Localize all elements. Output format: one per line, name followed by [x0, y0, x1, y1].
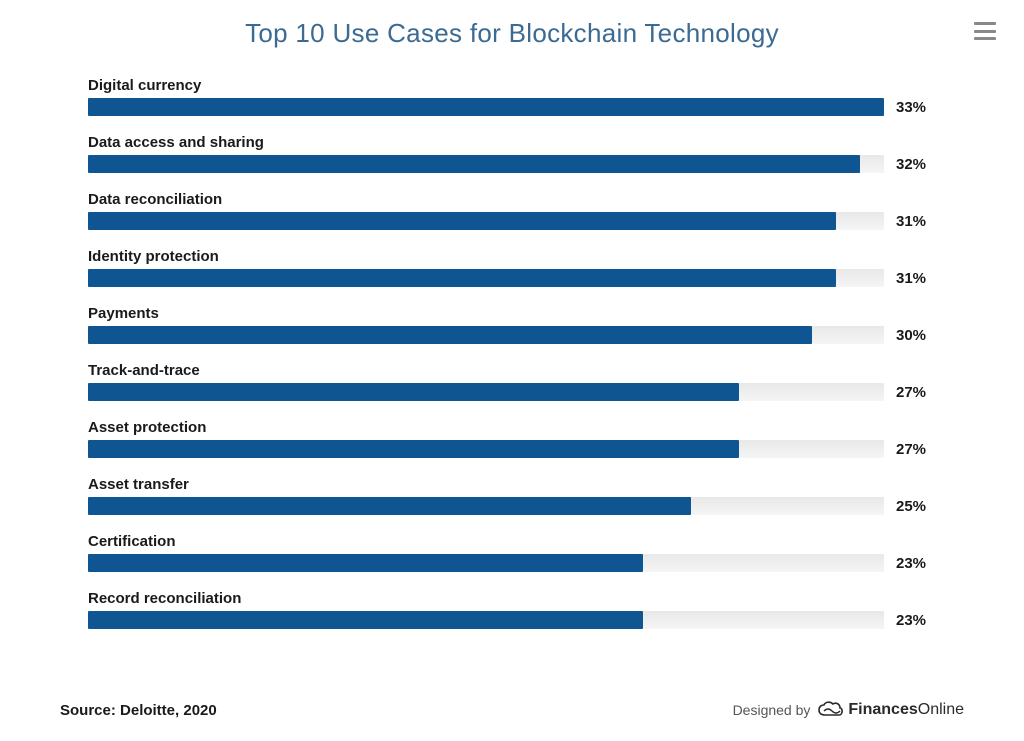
bar-line: 32% [88, 155, 936, 173]
bar-value: 31% [896, 213, 936, 230]
financesonline-logo: FinancesOnline [818, 701, 964, 719]
bar-line: 31% [88, 212, 936, 230]
bar-label: Data access and sharing [88, 134, 936, 151]
chart-area: Digital currency 33% Data access and shari… [40, 77, 984, 629]
bar-track [88, 440, 884, 458]
bar-row: Asset transfer 25% [88, 476, 936, 515]
chart-footer: Source: Deloitte, 2020 Designed by Finan… [60, 701, 964, 719]
bar-label: Digital currency [88, 77, 936, 94]
bar-track [88, 212, 884, 230]
bar-label: Identity protection [88, 248, 936, 265]
bar-track [88, 326, 884, 344]
designed-by-label: Designed by [733, 702, 811, 718]
brand-text: FinancesOnline [848, 701, 964, 719]
bar-row: Record reconciliation 23% [88, 590, 936, 629]
chart-container: Top 10 Use Cases for Blockchain Technolo… [0, 0, 1024, 741]
bar-fill [88, 383, 739, 401]
bar-track [88, 383, 884, 401]
bar-fill [88, 155, 860, 173]
bar-row: Data access and sharing 32% [88, 134, 936, 173]
bar-value: 32% [896, 156, 936, 173]
hamburger-menu-icon[interactable] [974, 22, 996, 40]
bar-fill [88, 98, 884, 116]
bar-row: Asset protection 27% [88, 419, 936, 458]
bar-label: Record reconciliation [88, 590, 936, 607]
bar-line: 23% [88, 611, 936, 629]
bar-line: 30% [88, 326, 936, 344]
bar-track [88, 98, 884, 116]
bar-fill [88, 326, 812, 344]
source-citation: Source: Deloitte, 2020 [60, 702, 217, 719]
bar-label: Data reconciliation [88, 191, 936, 208]
bar-value: 23% [896, 555, 936, 572]
bar-fill [88, 212, 836, 230]
designed-by: Designed by FinancesOnline [733, 701, 964, 719]
bar-value: 33% [896, 99, 936, 116]
bar-value: 23% [896, 612, 936, 629]
bar-value: 27% [896, 441, 936, 458]
bar-track [88, 269, 884, 287]
bar-line: 27% [88, 440, 936, 458]
bar-fill [88, 440, 739, 458]
bar-value: 25% [896, 498, 936, 515]
bar-label: Payments [88, 305, 936, 322]
bar-line: 33% [88, 98, 936, 116]
bar-line: 27% [88, 383, 936, 401]
bar-label: Asset protection [88, 419, 936, 436]
bar-fill [88, 611, 643, 629]
bar-row: Payments 30% [88, 305, 936, 344]
bar-value: 27% [896, 384, 936, 401]
bar-row: Data reconciliation 31% [88, 191, 936, 230]
bar-row: Digital currency 33% [88, 77, 936, 116]
bar-track [88, 155, 884, 173]
bar-row: Certification 23% [88, 533, 936, 572]
bar-line: 31% [88, 269, 936, 287]
bar-row: Track-and-trace 27% [88, 362, 936, 401]
bar-label: Certification [88, 533, 936, 550]
bar-line: 25% [88, 497, 936, 515]
bar-label: Asset transfer [88, 476, 936, 493]
bar-line: 23% [88, 554, 936, 572]
bar-fill [88, 497, 691, 515]
cloud-icon [818, 701, 844, 719]
bar-track [88, 554, 884, 572]
bar-fill [88, 554, 643, 572]
bar-value: 31% [896, 270, 936, 287]
bar-track [88, 611, 884, 629]
bar-row: Identity protection 31% [88, 248, 936, 287]
chart-title: Top 10 Use Cases for Blockchain Technolo… [40, 18, 984, 49]
bar-track [88, 497, 884, 515]
bar-value: 30% [896, 327, 936, 344]
bar-label: Track-and-trace [88, 362, 936, 379]
bar-fill [88, 269, 836, 287]
